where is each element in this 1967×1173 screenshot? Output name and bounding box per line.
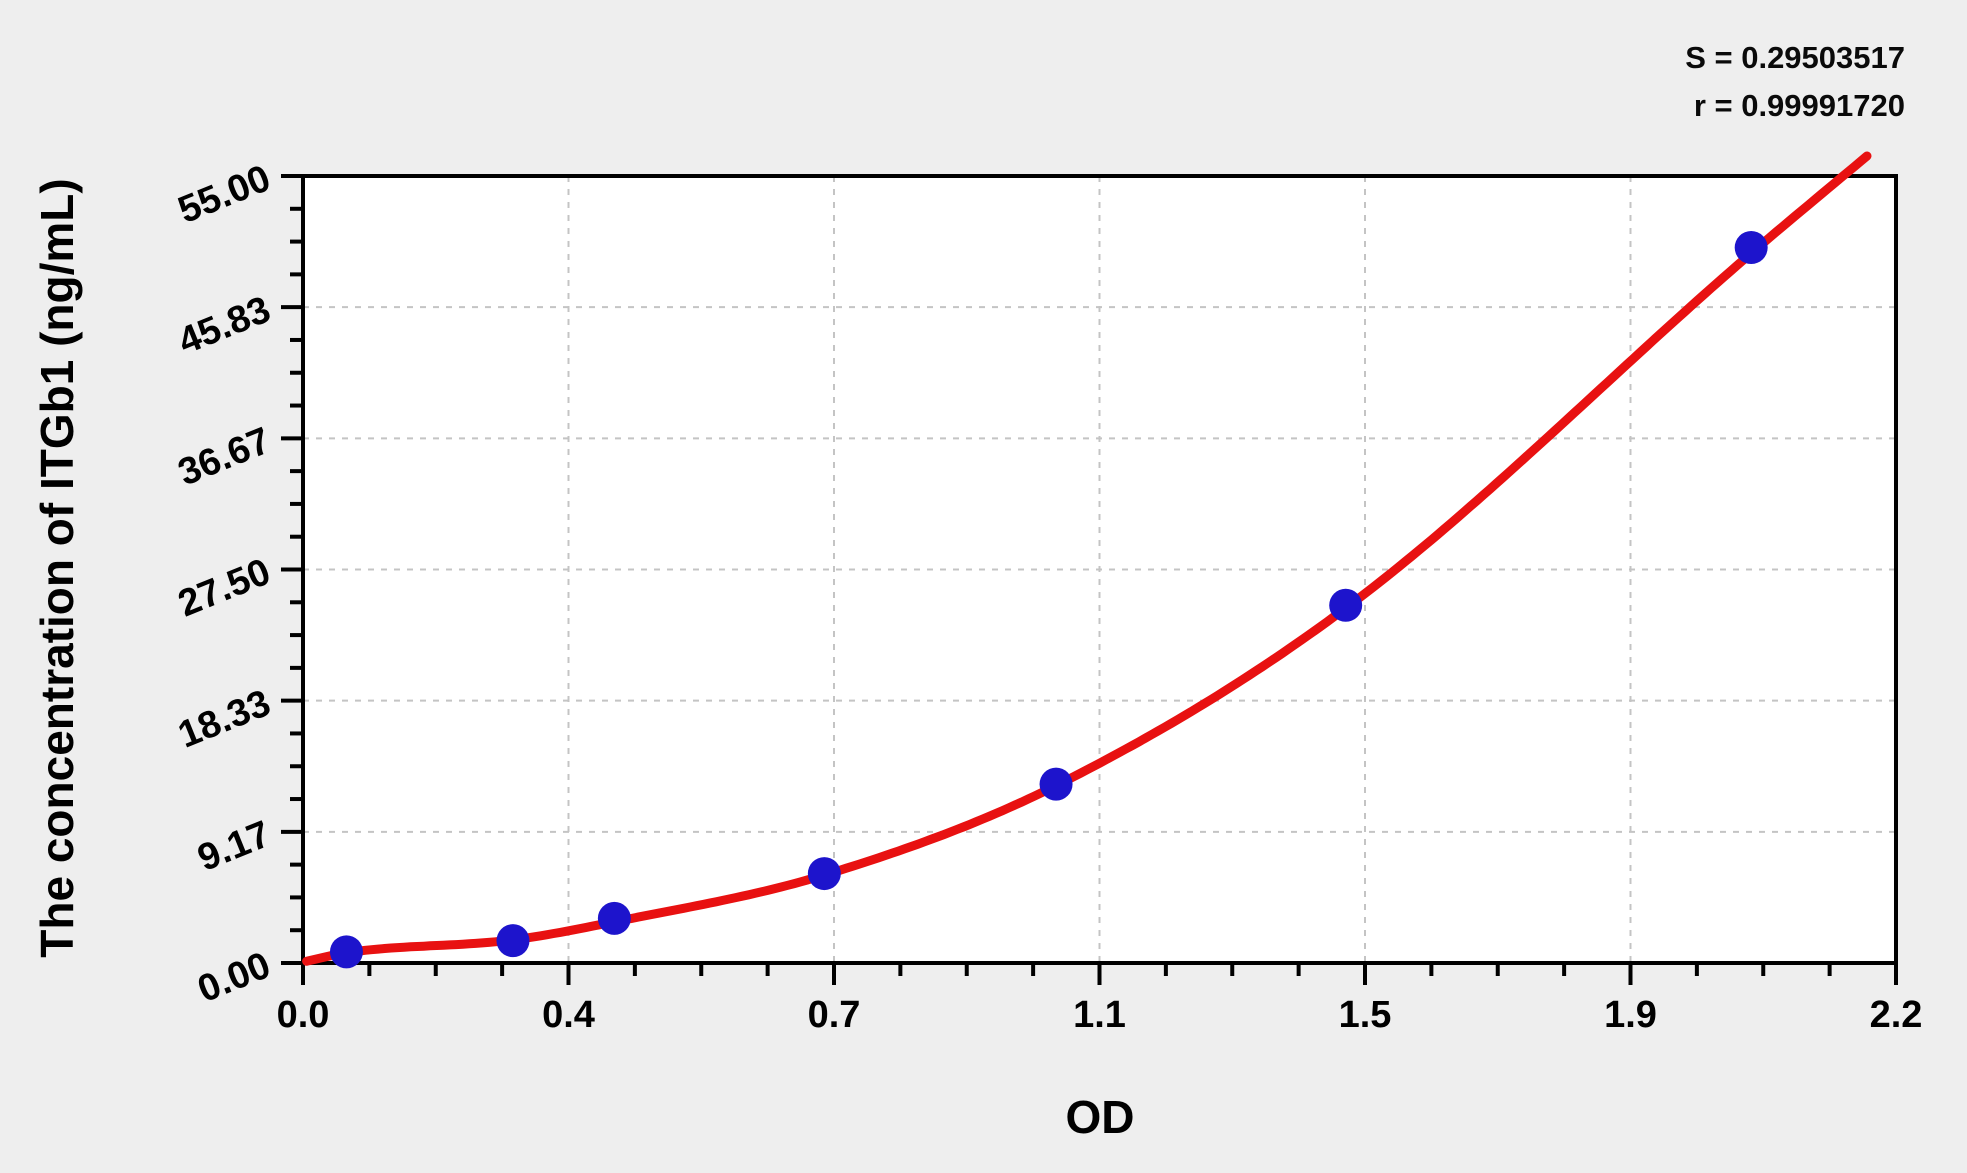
data-point <box>597 901 631 935</box>
x-tick-label: 0.0 <box>277 994 330 1036</box>
y-tick-label: 45.83 <box>172 289 276 364</box>
data-point <box>329 935 363 969</box>
data-point <box>496 924 530 958</box>
data-point <box>1039 767 1073 801</box>
x-tick-label: 2.2 <box>1870 994 1923 1036</box>
fit-statistics: S = 0.29503517 r = 0.99991720 <box>1685 34 1905 130</box>
x-tick-label: 1.5 <box>1339 994 1392 1036</box>
x-axis-title: OD <box>1065 1091 1135 1143</box>
y-axis-title: The concentration of ITGb1 (ng/mL) <box>31 178 83 958</box>
data-point <box>807 857 841 891</box>
y-tick-label: 27.50 <box>172 551 276 626</box>
fitted-curve <box>302 151 1872 966</box>
x-tick-label: 1.1 <box>1073 994 1126 1036</box>
x-tick-label: 1.9 <box>1604 994 1657 1036</box>
y-tick-label: 9.17 <box>192 813 276 880</box>
s-value: S = 0.29503517 <box>1685 40 1905 75</box>
data-point <box>1734 231 1768 265</box>
data-point <box>1329 588 1363 622</box>
y-tick-label: 55.00 <box>172 157 276 232</box>
y-tick-label: 18.33 <box>172 682 276 757</box>
y-tick-label: 36.67 <box>172 420 276 495</box>
r-value: r = 0.99991720 <box>1693 88 1905 124</box>
x-tick-label: 0.7 <box>808 994 861 1036</box>
x-tick-label: 0.4 <box>542 994 595 1036</box>
y-tick-label: 0.00 <box>192 944 276 1011</box>
